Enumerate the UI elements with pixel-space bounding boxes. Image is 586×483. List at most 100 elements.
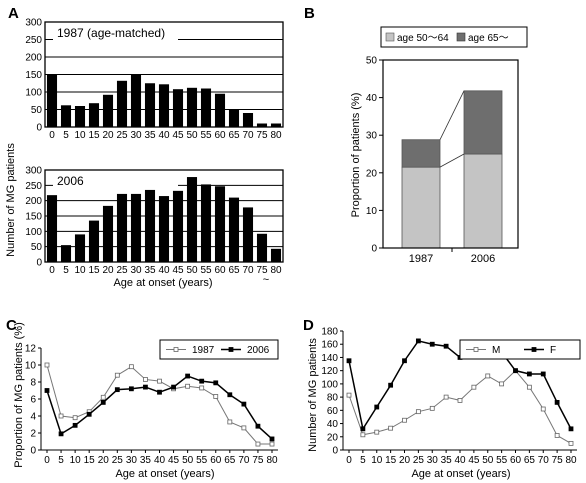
panel-d-point-M [360, 432, 366, 438]
panel-a-bottom-x-tick-label: 35 [144, 265, 156, 276]
panel-b-legend-swatch [456, 32, 466, 42]
panel-a-bottom-x-tick-label: 50 [186, 265, 198, 276]
panel-c-x-tick-label: 35 [140, 455, 152, 466]
panel-a-letter: A [8, 5, 19, 22]
panel-d-point-F [540, 371, 546, 377]
panel-c-y-tick-label: 2 [30, 429, 36, 440]
panel-a-top-y-tick-label: 250 [25, 35, 42, 46]
panel-a-top-bar [186, 87, 198, 127]
panel-a-bottom-x-tick-label: 45 [172, 265, 184, 276]
panel-a-bottom-frame [44, 169, 284, 263]
panel-a-top-title: 1987 (age-matched) [57, 26, 165, 40]
panel-a-axis-break-mark: ~ [263, 274, 269, 286]
panel-c-x-tick-label: 25 [112, 455, 124, 466]
panel-a-top-x-tick-label: 40 [158, 130, 170, 141]
panel-a-bottom-bar [186, 177, 198, 262]
panel-b-y-tick-label: 10 [366, 206, 378, 217]
panel-c-point-1987 [157, 378, 162, 384]
panel-c-point-1987 [143, 377, 148, 382]
panel-a-bottom-x-tick-label: 60 [214, 265, 226, 276]
panel-c-legend-marker [228, 347, 234, 352]
panel-a-bottom-bar [242, 207, 254, 262]
panel-d-x-tick-label: 5 [360, 455, 366, 466]
panel-d-point-M [402, 417, 407, 423]
panel-c-x-tick-label: 65 [224, 455, 236, 466]
panel-c-point-1987 [72, 415, 78, 421]
panel-c-point-1987 [241, 425, 247, 431]
panel-d-y-tick-label: 140 [321, 353, 338, 364]
panel-a-top-x-tick-label: 60 [214, 130, 226, 141]
panel-c-x-tick-label: 45 [168, 455, 180, 466]
panel-a-bottom-bar [144, 189, 156, 262]
panel-a-bottom-y-tick-label: 200 [25, 196, 42, 207]
panel-a-bottom-y-tick-label: 50 [31, 242, 43, 253]
panel-d-point-M [374, 429, 380, 435]
panel-d-x-tick-label: 30 [427, 455, 439, 466]
panel-d-x-tick-label: 35 [441, 455, 453, 466]
panel-a-bottom-y-tick-label: 0 [36, 258, 42, 269]
panel-c-x-axis-label: Age at onset (years) [115, 468, 214, 480]
panel-a-bottom-x-tick-label: 75 [256, 265, 268, 276]
panel-c-point-2006 [185, 373, 191, 379]
panel-d-y-axis-label: Number of MG patients [307, 338, 319, 452]
panel-c-x-tick-label: 75 [252, 455, 264, 466]
panel-b-legend-label: age 50～64 [397, 33, 449, 44]
panel-b-chart: Proportion of patients (%) 0 10 20 30 40 50 19… [350, 26, 528, 265]
panel-a-top-frame [44, 21, 284, 128]
panel-a-top-bar [172, 89, 184, 127]
panel-a-bottom-y-tick-label: 150 [25, 212, 42, 223]
panel-c-legend-box [159, 339, 279, 360]
panel-a-bottom-y-tick-label: 100 [25, 227, 42, 238]
panel-d-x-tick-label: 40 [454, 455, 466, 466]
panel-d-x-tick-label: 10 [371, 455, 383, 466]
panel-c-legend-label: 1987 [192, 345, 215, 356]
panel-d-point-M [443, 394, 449, 400]
panel-d-point-M [526, 384, 532, 390]
panel-d-legend-box [459, 339, 581, 360]
panel-d-series-line-M [348, 369, 572, 444]
panel-c-point-2006 [100, 399, 106, 405]
panel-a-top-bar [242, 113, 254, 127]
panel-c-x-tick-label: 40 [154, 455, 166, 466]
panel-c-point-1987 [185, 383, 191, 389]
panel-d-point-F [415, 338, 421, 344]
panel-b-connector-line [439, 90, 465, 140]
panel-a-bottom-x-tick-label: 5 [63, 265, 69, 276]
panel-d-x-tick-label: 50 [482, 455, 494, 466]
panel-b-legend-box [380, 26, 528, 48]
panel-d-x-tick-label: 65 [524, 455, 536, 466]
panel-b-y-tick-label: 40 [366, 93, 378, 104]
panel-c-point-1987 [44, 362, 50, 368]
panel-c-y-tick-label: 4 [30, 412, 36, 423]
panel-b-y-tick-label: 20 [366, 168, 378, 179]
panel-a-top-x-tick-label: 10 [74, 130, 86, 141]
panel-b-frame [382, 59, 519, 249]
panel-d-y-tick-label: 180 [321, 327, 338, 338]
panel-a-bottom-title: 2006 [57, 174, 84, 188]
panel-c-point-1987 [213, 394, 219, 399]
panel-d-point-F [429, 341, 435, 347]
panel-a-bottom-bar [46, 195, 58, 262]
panel-d-letter: D [303, 317, 314, 334]
panel-d-point-M [499, 381, 505, 387]
panel-d-point-M [429, 405, 435, 411]
panel-c-point-1987 [255, 441, 261, 447]
panel-a-x-axis-label: Age at onset (years) [113, 277, 212, 289]
panel-c-series-line-2006 [46, 375, 273, 440]
panel-c-point-2006 [86, 411, 92, 417]
panel-c-point-2006 [72, 422, 78, 428]
panel-c-point-1987 [227, 419, 233, 425]
panel-a-bottom-x-tick-label: 10 [74, 265, 86, 276]
panel-d-x-tick-label: 75 [552, 455, 564, 466]
panel-c-point-1987 [100, 394, 106, 400]
panel-d-point-F [526, 371, 532, 377]
panel-a-bottom-bar [74, 234, 86, 262]
panel-a-top-x-tick-label: 65 [228, 130, 240, 141]
panel-b-y-tick-label: 30 [366, 131, 378, 142]
panel-c-y-tick-label: 0 [30, 446, 36, 457]
panel-a-top-bar [74, 106, 86, 127]
panel-c-point-2006 [227, 392, 233, 398]
panel-d-x-tick-label: 80 [565, 455, 577, 466]
panel-a-bottom-x-tick-label: 0 [49, 265, 55, 276]
